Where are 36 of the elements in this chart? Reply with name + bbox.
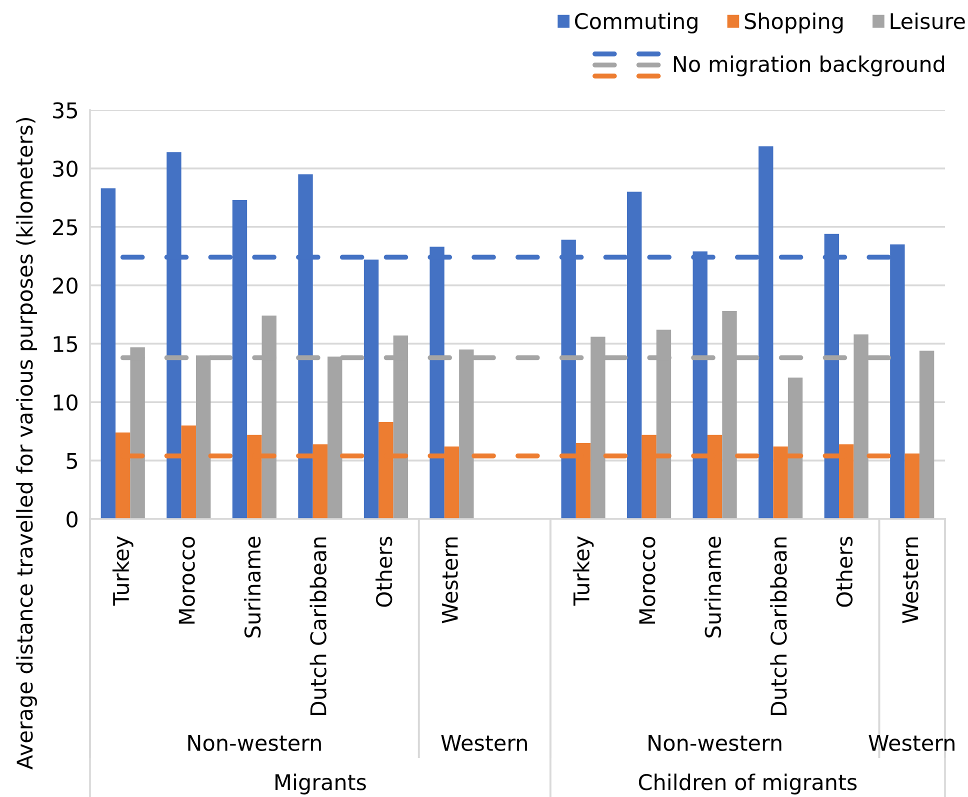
y-tick-label: 20 (53, 277, 78, 294)
y-tick-label: 5 (66, 453, 78, 470)
legend-label: Commuting (575, 12, 698, 34)
bar (919, 350, 934, 519)
text: Western (441, 735, 527, 752)
x-tick-label: Western (902, 537, 918, 624)
bar (904, 454, 920, 519)
x-tick-label: Turkey (112, 536, 134, 606)
x-tick-label: Suriname (704, 536, 722, 638)
y-tick-label: 10 (54, 394, 78, 411)
bar (788, 378, 803, 519)
y-axis-title: Average distance travelled for various purposes (kilometers) (16, 118, 37, 770)
x-tick-label: Morocco (639, 536, 656, 624)
bar (364, 260, 379, 519)
y-tick-label: 35 (53, 102, 78, 118)
x-tick-label: Others (836, 536, 853, 607)
bar (100, 188, 116, 519)
x-tick-label: Dutch Caribbean (770, 537, 787, 716)
text: Non-western (648, 735, 782, 752)
y-tick-label: 0 (66, 511, 78, 528)
text: Migrants (276, 774, 366, 794)
y-tick-label: 25 (53, 219, 78, 236)
legend-label: No migration background (674, 55, 944, 76)
x-tick-label: Morocco (178, 536, 195, 624)
x-tick-label: Western (442, 537, 458, 624)
text: Western (868, 735, 954, 752)
y-tick-label: 30 (53, 160, 78, 177)
text: Children of migrants (638, 774, 857, 794)
legend-label: Shopping (744, 12, 843, 34)
x-tick-label: Turkey (572, 536, 594, 606)
x-tick-label: Suriname (244, 536, 261, 638)
y-tick-label: 15 (54, 336, 78, 352)
x-tick-label: Others (376, 536, 392, 607)
text: Non-western (188, 735, 321, 752)
x-tick-label: Dutch Caribbean (310, 537, 326, 716)
legend-label: Leisure (890, 12, 965, 30)
